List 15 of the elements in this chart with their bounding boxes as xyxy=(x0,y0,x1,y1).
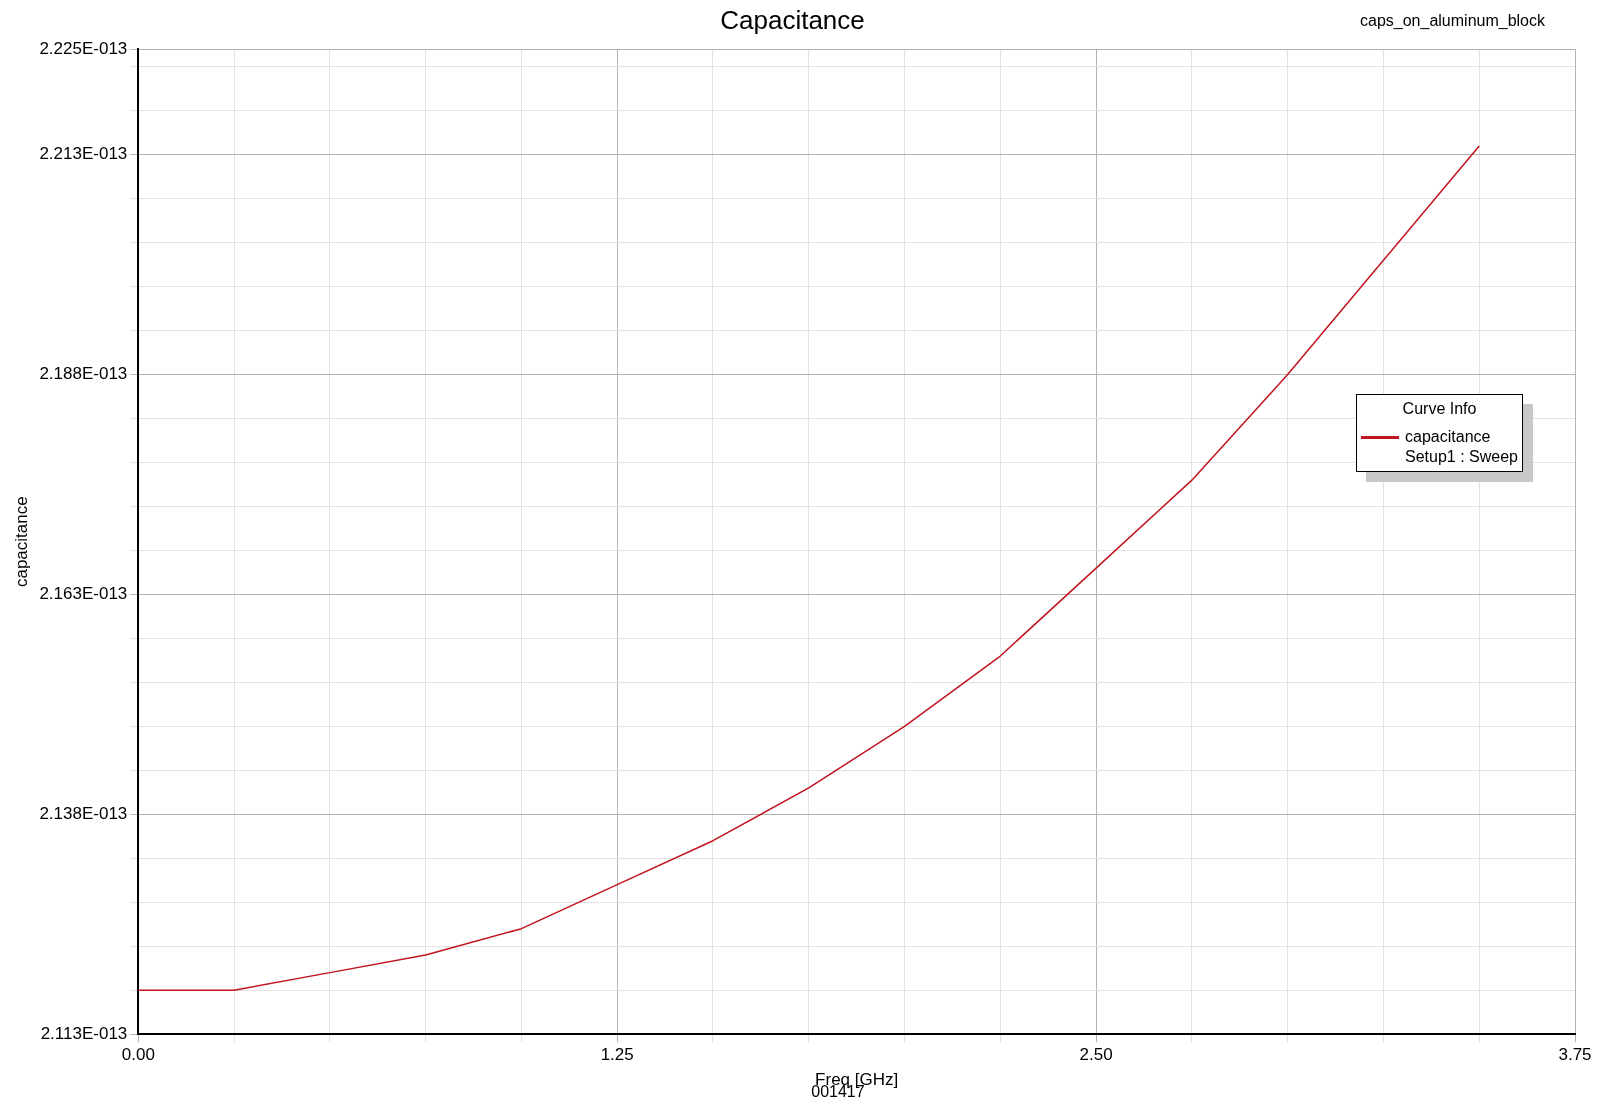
legend-label: capacitance Setup1 : Sweep xyxy=(1405,426,1518,467)
x-tick-label: 0.00 xyxy=(121,1045,155,1065)
y-tick-label: 2.138E-013 xyxy=(39,804,128,824)
y-tick-label: 2.113E-013 xyxy=(40,1023,128,1043)
y-tick-label: 2.163E-013 xyxy=(39,584,128,604)
y-tick-label: 2.213E-013 xyxy=(39,144,128,164)
x-tick-label: 2.50 xyxy=(1079,1045,1113,1065)
chart-subtitle: caps_on_aluminum_block xyxy=(1360,12,1546,31)
x-tick-label: 1.25 xyxy=(600,1045,634,1065)
y-tick-label: 2.188E-013 xyxy=(39,364,128,384)
legend-title: Curve Info xyxy=(1401,398,1478,419)
x-tick-label: 3.75 xyxy=(1558,1045,1592,1065)
y-axis-title: capacitance xyxy=(11,496,31,588)
y-tick-label: 2.225E-013 xyxy=(39,38,128,58)
chart-title: Capacitance xyxy=(720,4,865,35)
